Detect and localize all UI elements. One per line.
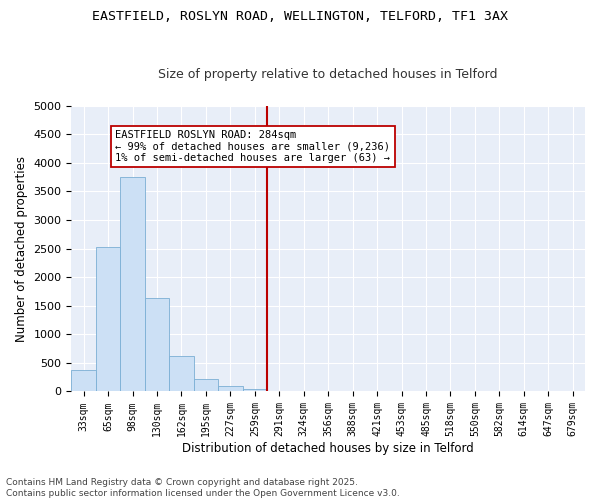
Text: Contains HM Land Registry data © Crown copyright and database right 2025.
Contai: Contains HM Land Registry data © Crown c… [6,478,400,498]
Title: Size of property relative to detached houses in Telford: Size of property relative to detached ho… [158,68,498,81]
Bar [169,356,194,392]
Bar [121,176,145,392]
Bar [96,247,121,392]
Bar [194,379,218,392]
Text: EASTFIELD ROSLYN ROAD: 284sqm
← 99% of detached houses are smaller (9,236)
1% of: EASTFIELD ROSLYN ROAD: 284sqm ← 99% of d… [115,130,391,163]
Bar [242,389,267,392]
Bar [71,370,96,392]
Bar [218,386,242,392]
Bar [145,298,169,392]
Text: EASTFIELD, ROSLYN ROAD, WELLINGTON, TELFORD, TF1 3AX: EASTFIELD, ROSLYN ROAD, WELLINGTON, TELF… [92,10,508,23]
X-axis label: Distribution of detached houses by size in Telford: Distribution of detached houses by size … [182,442,474,455]
Y-axis label: Number of detached properties: Number of detached properties [15,156,28,342]
